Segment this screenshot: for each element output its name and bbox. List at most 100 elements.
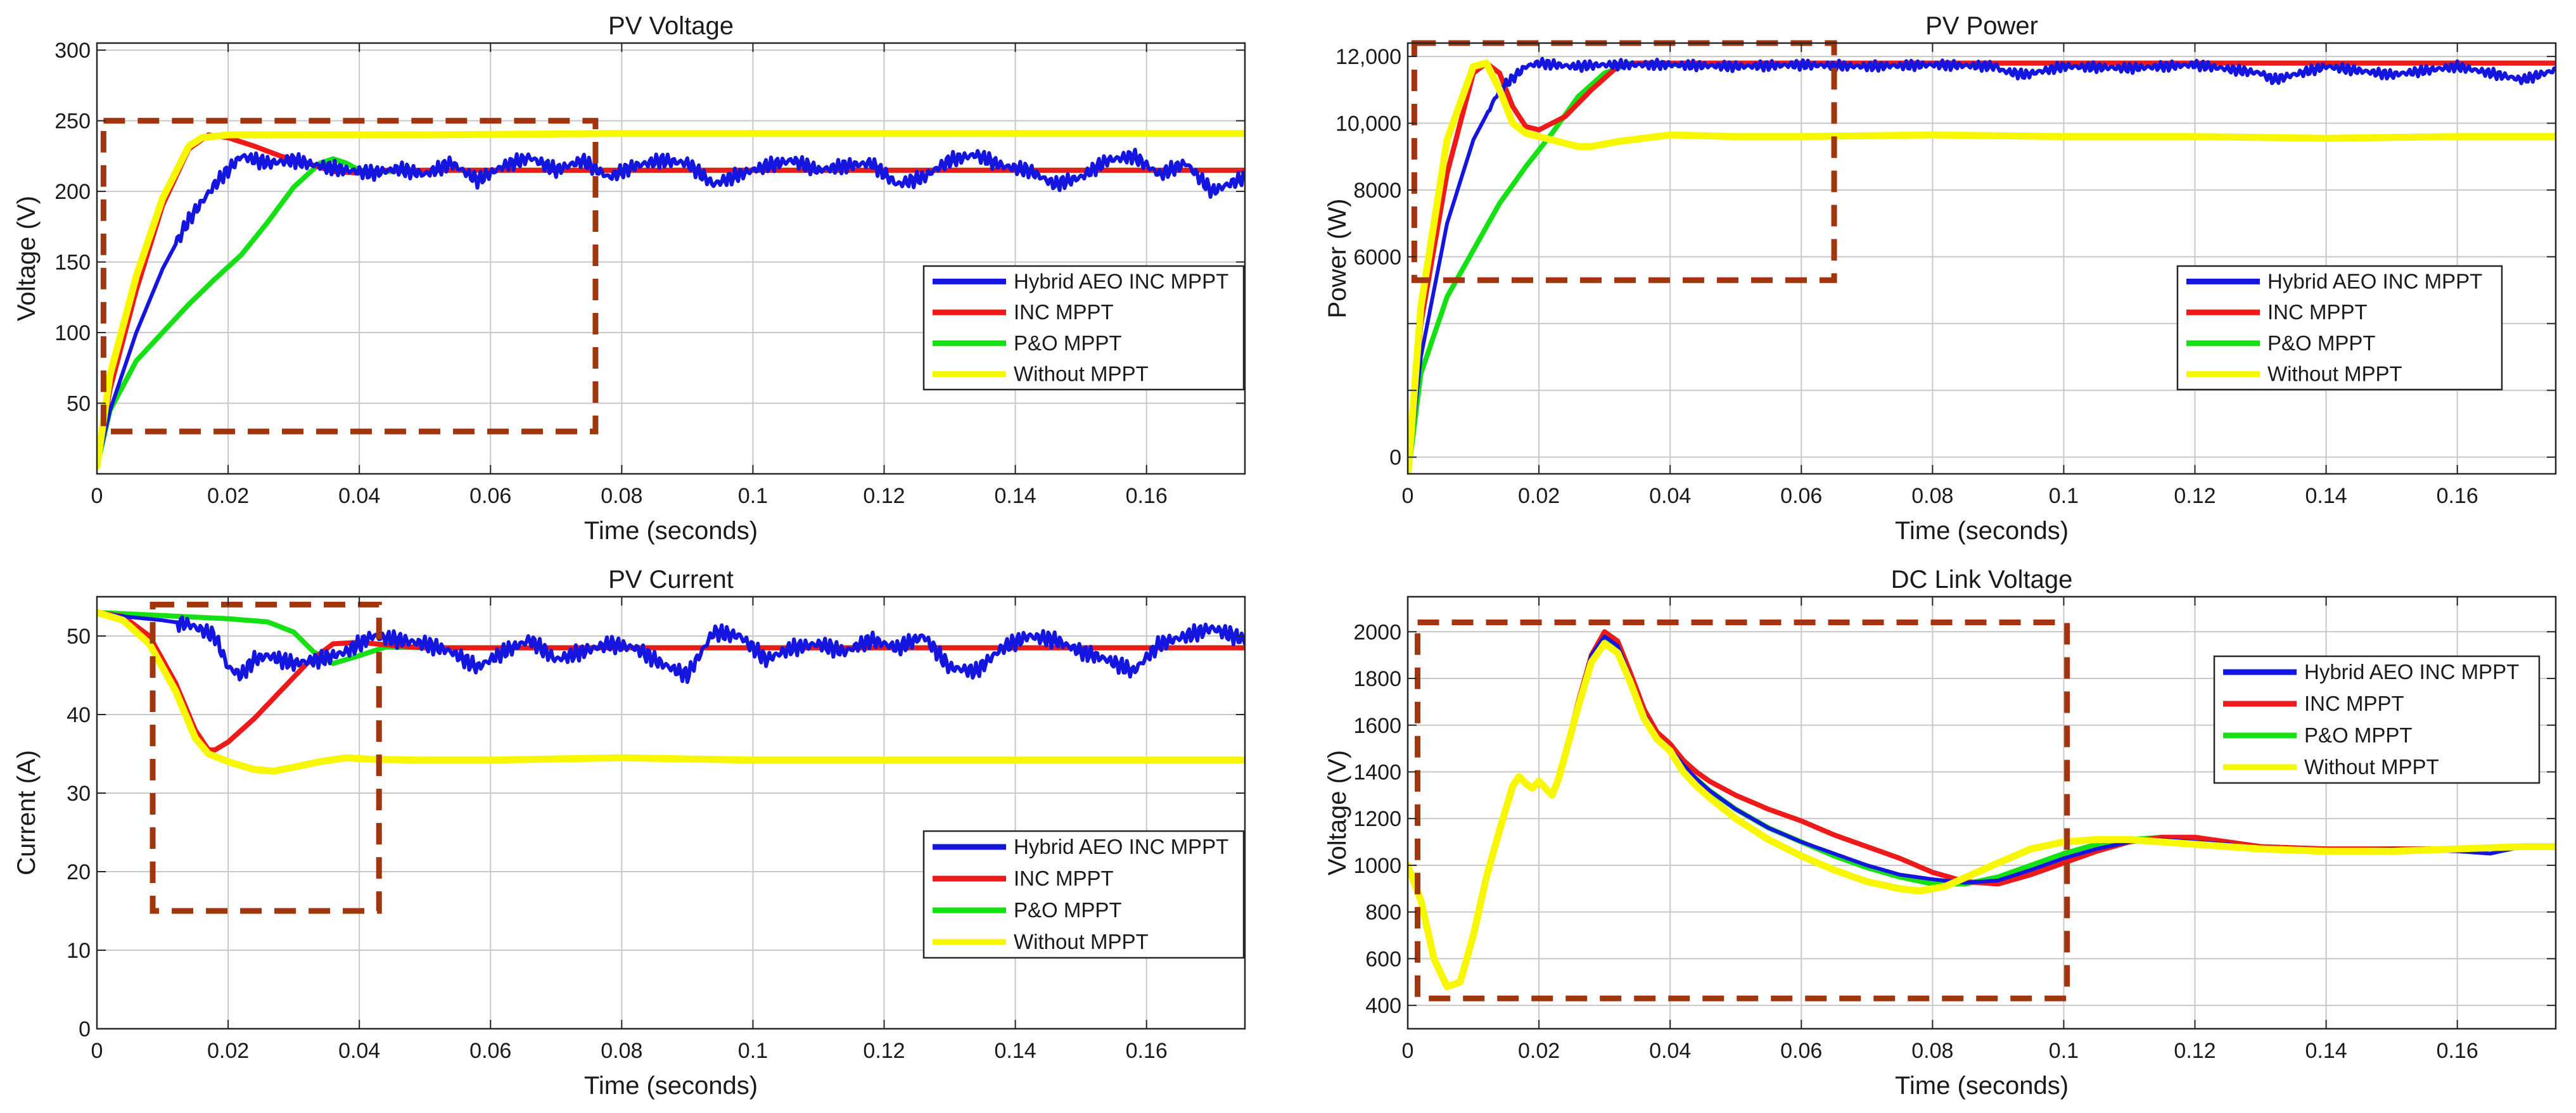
legend-label: Without MPPT bbox=[2267, 362, 2402, 386]
legend-box bbox=[922, 265, 1245, 391]
chart-pv-voltage: 0 0.02 0.04 0.06 0.08 0.1 0.12 0.14 0.16 50 100 150… bbox=[13, 12, 1246, 545]
chart-title: PV Voltage bbox=[608, 12, 734, 40]
x-tick-label: 0.1 bbox=[2049, 484, 2079, 508]
y-tick-label: 800 bbox=[1365, 901, 1401, 925]
y-axis-label: Current (A) bbox=[13, 750, 41, 875]
x-tick-label: 0.14 bbox=[2305, 1039, 2347, 1063]
legend-label: Without MPPT bbox=[1014, 362, 1149, 386]
y-tick-label: 250 bbox=[54, 110, 91, 134]
x-tick-label: 0.06 bbox=[469, 1039, 511, 1063]
x-tick-label: 0 bbox=[1402, 484, 1414, 508]
series-lines bbox=[1408, 56, 2556, 474]
x-tick-label: 0.16 bbox=[2437, 1039, 2478, 1063]
y-tick-label: 12,000 bbox=[1336, 45, 1401, 69]
x-tick-label: 0.08 bbox=[601, 1039, 642, 1063]
x-tick-label: 0.16 bbox=[2437, 484, 2478, 508]
x-tick-label: 0.04 bbox=[338, 484, 380, 508]
x-tick-label: 0.1 bbox=[738, 1039, 768, 1063]
legend-label: Hybrid AEO INC MPPT bbox=[2304, 660, 2519, 684]
y-tick-label: 1200 bbox=[1353, 807, 1401, 831]
chart-dc-link-voltage: 0 0.02 0.04 0.06 0.08 0.1 0.12 0.14 0.16 400 600 80… bbox=[1323, 566, 2557, 1100]
zoom-box bbox=[100, 118, 599, 435]
y-tick-label: 100 bbox=[54, 321, 91, 345]
x-tick-label: 0.12 bbox=[863, 1039, 905, 1063]
y-tick-label: 30 bbox=[67, 782, 91, 806]
y-tick-label: 1000 bbox=[1353, 854, 1401, 878]
series-lines bbox=[1408, 629, 2556, 991]
plot-area bbox=[97, 43, 1245, 474]
series-line-hybrid bbox=[97, 610, 1245, 684]
legend-label: P&O MPPT bbox=[2304, 723, 2413, 747]
legend-label: Hybrid AEO INC MPPT bbox=[1014, 269, 1228, 293]
y-tick-label: 10 bbox=[67, 939, 91, 963]
x-tick-label: 0.06 bbox=[1780, 1039, 1822, 1063]
series-line-without bbox=[97, 130, 1245, 471]
x-tick-label: 0.06 bbox=[1780, 484, 1822, 508]
zoom-box bbox=[150, 601, 382, 914]
x-tick-label: 0.02 bbox=[207, 1039, 249, 1063]
legend: Hybrid AEO INC MPPT INC MPPT P&O MPPT Witho… bbox=[2213, 655, 2541, 784]
chart-pv-current: 0 0.02 0.04 0.06 0.08 0.1 0.12 0.14 0.16 0 10 20 30 4… bbox=[13, 566, 1246, 1100]
y-axis-label: Voltage (V) bbox=[1323, 750, 1351, 875]
x-tick-label: 0.16 bbox=[1126, 484, 1168, 508]
legend: Hybrid AEO INC MPPT INC MPPT P&O MPPT Witho… bbox=[922, 830, 1245, 959]
y-tick-label: 2000 bbox=[1353, 620, 1401, 644]
y-tick-label: 300 bbox=[54, 39, 91, 63]
legend-label: P&O MPPT bbox=[1014, 331, 1122, 355]
x-axis-label: Time (seconds) bbox=[584, 1072, 758, 1100]
x-tick-label: 0.04 bbox=[1649, 1039, 1691, 1063]
series-line-hybrid bbox=[97, 148, 1245, 469]
y-tick-label: 40 bbox=[67, 703, 91, 727]
x-tick-label: 0.04 bbox=[338, 1039, 380, 1063]
y-tick-label: 1800 bbox=[1353, 667, 1401, 691]
series-lines bbox=[97, 130, 1245, 471]
chart-pv-power: 0 0.02 0.04 0.06 0.08 0.1 0.12 0.14 0.16 0 6000 800… bbox=[1323, 12, 2557, 545]
y-tick-label: 10,000 bbox=[1336, 112, 1401, 136]
y-tick-label: 50 bbox=[67, 392, 91, 416]
y-tick-label: 1400 bbox=[1353, 760, 1401, 784]
legend-box bbox=[922, 830, 1245, 959]
x-tick-label: 0.02 bbox=[207, 484, 249, 508]
series-line-inc bbox=[97, 609, 1245, 753]
y-axis-label: Power (W) bbox=[1323, 199, 1351, 319]
x-tick-label: 0.1 bbox=[2049, 1039, 2079, 1063]
x-tick-label: 0.08 bbox=[1911, 1039, 1953, 1063]
legend-box bbox=[2176, 265, 2503, 391]
y-tick-label: 6000 bbox=[1353, 245, 1401, 269]
legend: Hybrid AEO INC MPPT INC MPPT P&O MPPT Witho… bbox=[922, 265, 1245, 391]
y-tick-label: 8000 bbox=[1353, 179, 1401, 203]
x-tick-label: 0.06 bbox=[469, 484, 511, 508]
legend-box bbox=[2213, 655, 2541, 784]
x-tick-label: 0.14 bbox=[995, 1039, 1036, 1063]
y-axis-label: Voltage (V) bbox=[13, 196, 41, 321]
y-tick-label: 0 bbox=[79, 1017, 91, 1041]
legend-label: INC MPPT bbox=[1014, 300, 1114, 324]
axes-frame bbox=[96, 42, 1246, 475]
plot-area bbox=[1408, 43, 2556, 474]
legend-label: INC MPPT bbox=[2267, 300, 2368, 324]
plot-area bbox=[97, 597, 1245, 1029]
legend-label: Without MPPT bbox=[1014, 930, 1149, 953]
x-tick-label: 0.08 bbox=[601, 484, 642, 508]
y-tick-label: 1600 bbox=[1353, 714, 1401, 738]
x-tick-label: 0.14 bbox=[2305, 484, 2347, 508]
x-tick-label: 0.12 bbox=[863, 484, 905, 508]
y-tick-label: 0 bbox=[1389, 446, 1401, 470]
x-tick-label: 0 bbox=[1402, 1039, 1414, 1063]
x-tick-label: 0.08 bbox=[1911, 484, 1953, 508]
y-tick-label: 20 bbox=[67, 860, 91, 884]
y-tick-label: 400 bbox=[1365, 994, 1401, 1018]
legend-label: Without MPPT bbox=[2304, 755, 2439, 779]
x-tick-label: 0.12 bbox=[2174, 1039, 2216, 1063]
x-tick-label: 0.02 bbox=[1518, 1039, 1560, 1063]
x-axis-label: Time (seconds) bbox=[1895, 1072, 2069, 1100]
axes-frame bbox=[1406, 42, 2557, 475]
zoom-box bbox=[1415, 620, 2070, 1002]
legend: Hybrid AEO INC MPPT INC MPPT P&O MPPT Witho… bbox=[2176, 265, 2503, 391]
x-tick-label: 0.04 bbox=[1649, 484, 1691, 508]
y-tick-label: 50 bbox=[67, 625, 91, 649]
x-tick-label: 0.02 bbox=[1518, 484, 1560, 508]
y-tick-label: 200 bbox=[54, 180, 91, 204]
series-line-without bbox=[1408, 640, 2556, 991]
x-tick-label: 0.1 bbox=[738, 484, 768, 508]
